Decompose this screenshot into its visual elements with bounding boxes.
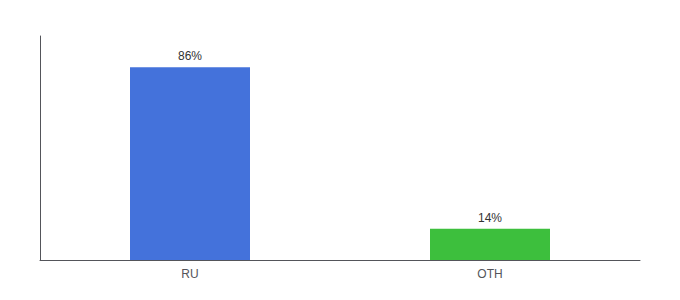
svg-text:86%: 86%	[178, 49, 202, 63]
svg-text:RU: RU	[181, 267, 198, 281]
svg-text:14%: 14%	[478, 211, 502, 225]
svg-text:OTH: OTH	[477, 267, 502, 281]
